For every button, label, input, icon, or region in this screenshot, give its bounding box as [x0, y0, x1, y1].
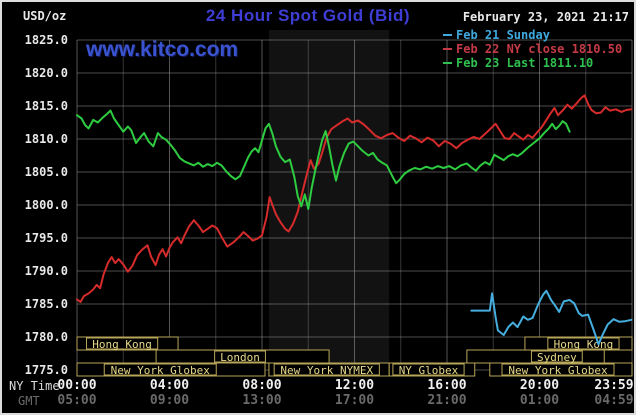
y-tick-label: 1820.0 [24, 66, 68, 80]
session-label: New York Globex [508, 364, 608, 377]
chart-datetime: February 23, 2021 21:17 [462, 10, 629, 24]
session-label-cell [392, 363, 465, 376]
y-tick-label: 1795.0 [24, 231, 68, 245]
session-label: Hong Kong [554, 338, 614, 351]
legend-dash-icon [443, 62, 452, 64]
session-label: NY Globex [399, 364, 459, 377]
y-tick-label: 1785.0 [24, 297, 68, 311]
x-tick-label-gmt: 05:00 [57, 393, 97, 408]
x-tick-label-ny: 23:59 [594, 378, 634, 393]
y-tick-label: 1800.0 [24, 198, 68, 212]
legend-label: Feb 22 NY close 1810.50 [456, 42, 623, 56]
x-tick-label-ny: 04:00 [149, 378, 190, 393]
y-tick-label: 1805.0 [24, 165, 68, 179]
series-line-feb-23-last-1811-10 [76, 109, 571, 210]
legend-dash-icon [443, 48, 452, 50]
legend-item: Feb 23 Last 1811.10 [443, 56, 622, 70]
x-tick-label-gmt: 04:59 [594, 393, 634, 408]
y-tick-label: 1815.0 [24, 99, 68, 113]
nymex-session-shaded-band [268, 30, 390, 376]
x-tick-label-gmt: 09:00 [149, 393, 190, 408]
x-tick-label-gmt: 01:00 [519, 393, 560, 408]
session-label-cell [530, 350, 583, 363]
session-label-cell [103, 363, 217, 376]
y-tick-label: 1790.0 [24, 264, 68, 278]
session-label-cell [547, 337, 620, 350]
session-label-cell [501, 363, 615, 376]
session-label-cell [214, 350, 266, 363]
x-tick-label-ny: 00:00 [57, 378, 97, 393]
y-tick-label: 1775.0 [24, 363, 68, 377]
x-tick-label-gmt: 17:00 [334, 393, 375, 408]
chart-title: 24 Hour Spot Gold (Bid) [205, 6, 411, 25]
kitco-watermark: www.kitco.com [86, 38, 239, 61]
legend-dash-icon [443, 34, 452, 36]
session-label: New York NYMEX [280, 364, 373, 377]
x-tick-label-ny: 20:00 [519, 378, 560, 393]
x-tick-label-gmt: 13:00 [242, 393, 282, 408]
chart-legend: Feb 21 Sunday Feb 22 NY close 1810.50 Feb … [443, 28, 622, 70]
x-tick-label-gmt: 21:00 [427, 393, 467, 408]
legend-label: Feb 23 Last 1811.10 [456, 56, 594, 70]
gmt-axis-label: GMT [18, 394, 40, 408]
session-label: London [220, 351, 260, 364]
legend-label: Feb 21 Sunday [456, 28, 550, 42]
legend-item: Feb 22 NY close 1810.50 [443, 42, 622, 56]
series-line-feb-22-ny-close-1810-50 [76, 94, 633, 303]
session-label: New York Globex [111, 364, 211, 377]
session-label: Hong Kong [92, 338, 152, 351]
series-line-feb-21-sunday [470, 289, 633, 346]
y-tick-label: 1825.0 [24, 33, 68, 47]
y-tick-label: 1780.0 [24, 330, 68, 344]
session-label-cell [85, 337, 159, 350]
x-tick-label-ny: 16:00 [427, 378, 467, 393]
y-axis-units-label: USD/oz [23, 9, 67, 23]
legend-item: Feb 21 Sunday [443, 28, 622, 42]
y-tick-label: 1810.0 [24, 132, 68, 146]
session-label: Sydney [537, 351, 577, 364]
session-label-cell [273, 363, 380, 376]
ny-time-axis-label: NY Time [9, 379, 60, 393]
x-tick-label-ny: 12:00 [334, 378, 375, 393]
x-tick-label-ny: 08:00 [242, 378, 282, 393]
